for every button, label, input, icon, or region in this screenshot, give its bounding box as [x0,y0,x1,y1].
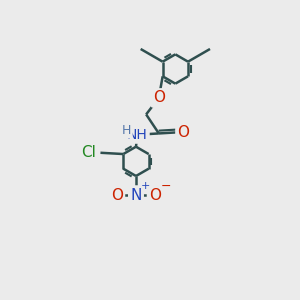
Text: O: O [153,90,165,105]
Text: N: N [130,188,142,202]
Text: −: − [160,180,171,193]
Text: NH: NH [127,128,148,142]
Text: O: O [111,188,123,202]
Text: +: + [141,181,150,191]
Text: O: O [149,188,161,202]
Text: H: H [122,124,131,136]
Text: O: O [178,125,190,140]
Text: Cl: Cl [82,145,96,160]
